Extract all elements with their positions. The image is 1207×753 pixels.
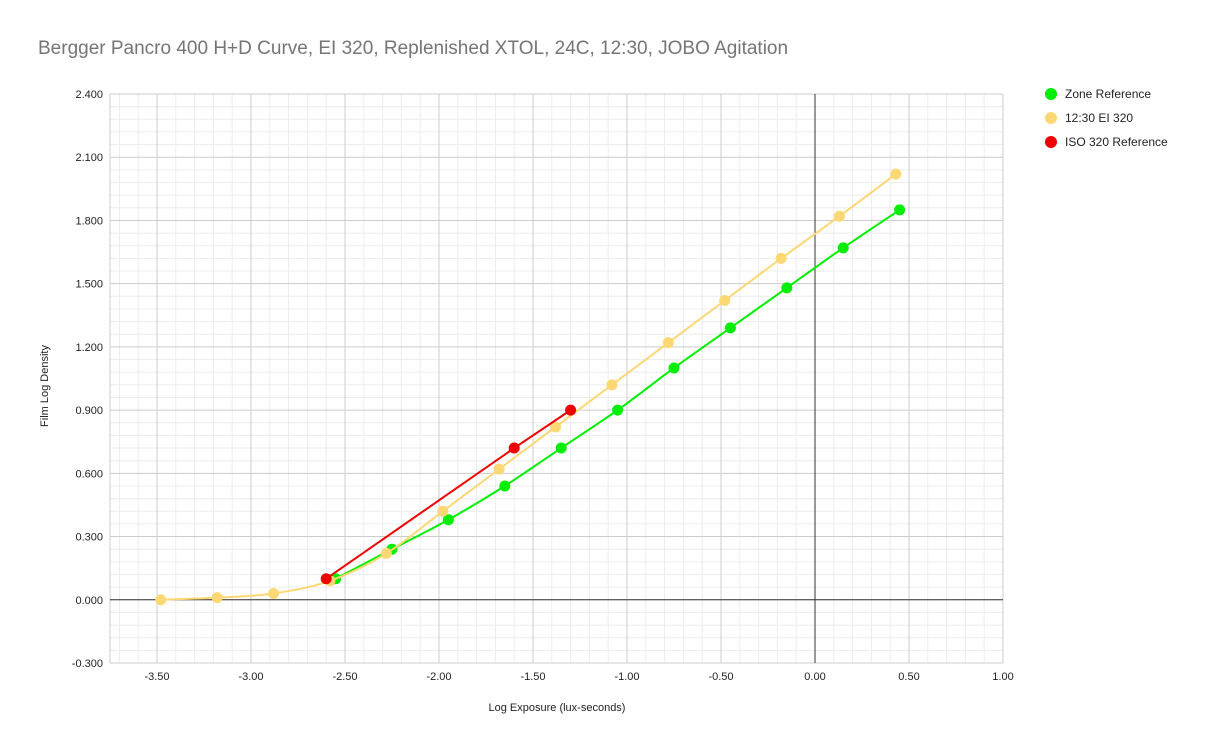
data-point-12-30-ei-320 bbox=[606, 379, 618, 391]
y-tick-label: 2.100 bbox=[75, 152, 103, 164]
legend-marker bbox=[1045, 112, 1057, 124]
data-point-12-30-ei-320 bbox=[719, 295, 731, 307]
data-point-12-30-ei-320 bbox=[662, 337, 674, 349]
data-point-zone-reference bbox=[724, 322, 736, 334]
y-tick-label: 0.000 bbox=[75, 595, 103, 607]
data-point-zone-reference bbox=[894, 204, 906, 216]
major-gridlines bbox=[109, 93, 1004, 664]
x-tick-label: -2.00 bbox=[426, 671, 451, 683]
data-point-zone-reference bbox=[781, 282, 793, 294]
y-tick-label: -0.300 bbox=[72, 658, 103, 670]
data-point-12-30-ei-320 bbox=[550, 421, 562, 433]
data-point-iso-320-reference bbox=[508, 442, 520, 454]
chart-title: Bergger Pancro 400 H+D Curve, EI 320, Re… bbox=[38, 38, 789, 59]
legend-marker bbox=[1045, 136, 1057, 148]
x-tick-label: 0.00 bbox=[804, 671, 825, 683]
legend-label: ISO 320 Reference bbox=[1065, 135, 1168, 149]
data-point-zone-reference bbox=[442, 514, 454, 526]
x-tick-label: -0.50 bbox=[708, 671, 733, 683]
y-tick-label: 0.300 bbox=[75, 532, 103, 544]
y-tick-label: 2.400 bbox=[75, 89, 103, 101]
x-tick-label: -3.50 bbox=[144, 671, 169, 683]
data-point-12-30-ei-320 bbox=[268, 587, 280, 599]
series-layer bbox=[155, 168, 906, 606]
legend-label: Zone Reference bbox=[1065, 87, 1151, 101]
x-tick-label: -1.00 bbox=[614, 671, 639, 683]
data-point-12-30-ei-320 bbox=[437, 505, 449, 517]
x-axis-label: Log Exposure (lux-seconds) bbox=[489, 702, 626, 714]
minor-gridlines bbox=[110, 94, 1003, 663]
data-point-12-30-ei-320 bbox=[833, 210, 845, 222]
data-point-zone-reference bbox=[555, 442, 567, 454]
x-tick-label: -3.00 bbox=[238, 671, 263, 683]
data-point-12-30-ei-320 bbox=[890, 168, 902, 180]
data-point-zone-reference bbox=[612, 404, 624, 416]
data-point-zone-reference bbox=[499, 480, 511, 492]
y-tick-label: 0.900 bbox=[75, 405, 103, 417]
data-point-zone-reference bbox=[668, 362, 680, 374]
series-line-12-30-ei-320 bbox=[160, 173, 897, 601]
y-axis-ticks: -0.300 0.000 0.300 0.600 0.900 1.200 1.500 1.80… bbox=[72, 89, 103, 670]
data-point-iso-320-reference bbox=[320, 573, 332, 585]
legend-marker bbox=[1045, 88, 1057, 100]
data-point-12-30-ei-320 bbox=[493, 463, 505, 475]
zero-axes bbox=[110, 94, 1003, 663]
x-axis-ticks: -3.50 -3.00 -2.50 -2.00 -1.50 -1.00 -0.50 0.00 0… bbox=[144, 671, 1013, 683]
y-tick-label: 0.600 bbox=[75, 468, 103, 480]
data-point-iso-320-reference bbox=[565, 404, 577, 416]
x-tick-label: -2.50 bbox=[332, 671, 357, 683]
data-point-zone-reference bbox=[837, 242, 849, 254]
data-point-12-30-ei-320 bbox=[155, 594, 167, 606]
data-point-12-30-ei-320 bbox=[380, 547, 392, 559]
x-tick-label: -1.50 bbox=[520, 671, 545, 683]
x-tick-label: 1.00 bbox=[992, 671, 1013, 683]
legend: Zone Reference 12:30 EI 320 ISO 320 Refere… bbox=[1045, 87, 1168, 149]
y-tick-label: 1.500 bbox=[75, 279, 103, 291]
legend-label: 12:30 EI 320 bbox=[1065, 111, 1133, 125]
x-tick-label: 0.50 bbox=[898, 671, 919, 683]
data-point-12-30-ei-320 bbox=[775, 252, 787, 264]
data-point-12-30-ei-320 bbox=[211, 592, 223, 604]
y-tick-label: 1.800 bbox=[75, 215, 103, 227]
y-tick-label: 1.200 bbox=[75, 342, 103, 354]
y-axis-label: Film Log Density bbox=[39, 345, 51, 427]
